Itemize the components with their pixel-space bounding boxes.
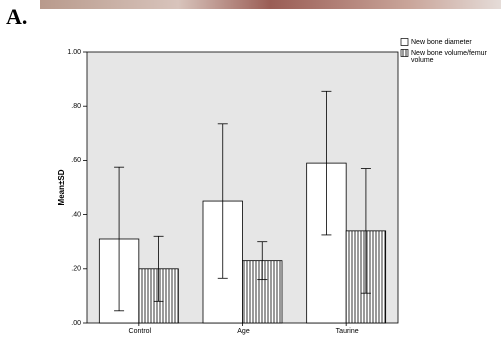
panel-label: A.: [6, 4, 27, 29]
y-tick-label: .60: [71, 157, 81, 164]
x-tick-label: Age: [237, 328, 250, 335]
chart: A. Mean±SD .00 .20 .40 .60 .80 1.00 Control Age T…: [0, 0, 501, 340]
y-tick-label: .80: [71, 103, 81, 110]
x-tick-label: Control: [129, 328, 152, 335]
legend-line: volume: [411, 57, 434, 64]
legend-swatch: [401, 39, 408, 46]
legend-swatch: [401, 50, 408, 57]
y-axis-label: Mean±SD: [57, 169, 66, 205]
page: A. Mean±SD .00 .20 .40 .60 .80 1.00 Control Age T…: [0, 0, 501, 340]
legend-label: New bone diameter: [411, 39, 472, 46]
y-tick-label: .40: [71, 211, 81, 218]
x-tick-label: Taurine: [336, 328, 359, 335]
y-tick-label: .20: [71, 266, 81, 273]
y-tick-label: 1.00: [67, 49, 81, 56]
y-tick-label: .00: [71, 320, 81, 327]
image-strip: [40, 0, 501, 9]
legend-line: New bone volume/femur: [411, 50, 488, 57]
